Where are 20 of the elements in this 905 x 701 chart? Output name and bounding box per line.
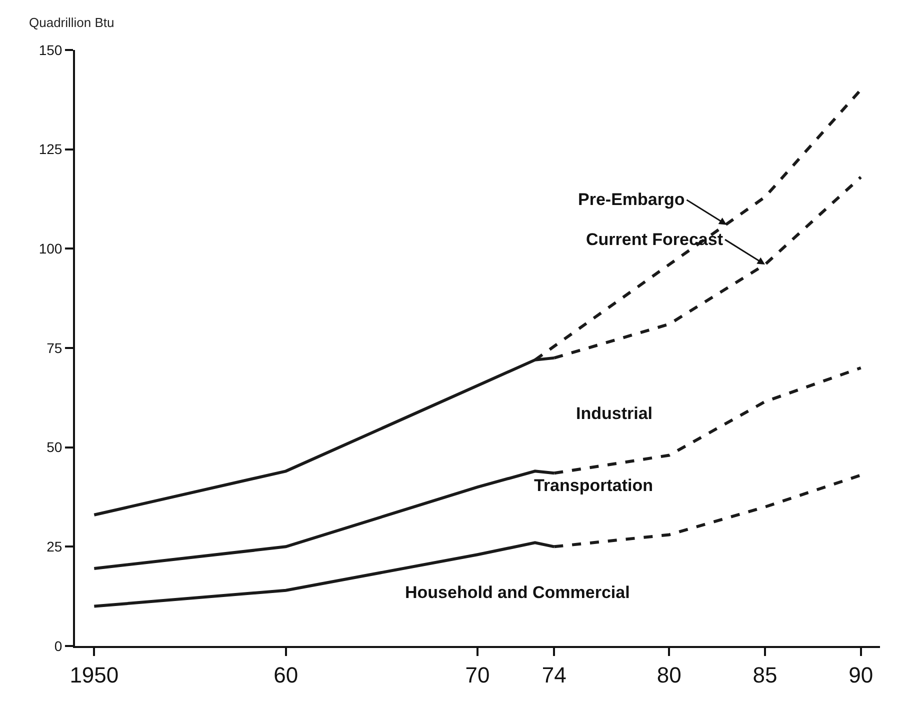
x-tick-label: 74 (542, 662, 566, 688)
annotation: Transportation (534, 476, 654, 495)
annotation: Household and Commercial (405, 583, 630, 602)
x-tick-label: 85 (752, 662, 778, 688)
x-tick-label: 60 (274, 662, 298, 688)
x-tick-label: 80 (656, 662, 682, 688)
y-tick-label: 100 (38, 240, 62, 257)
x-tick-label: 1950 (70, 662, 119, 688)
y-tick-label: 125 (38, 141, 62, 158)
y-tick-label: 0 (54, 638, 62, 654)
y-tick-label: 50 (46, 439, 62, 456)
x-tick-label: 70 (465, 662, 490, 688)
annotation: Pre-Embargo (578, 190, 685, 209)
x-tick-label: 90 (848, 662, 874, 688)
annotation: Industrial (576, 404, 653, 423)
y-tick-label: 75 (46, 340, 62, 356)
annotation: Current Forecast (586, 230, 724, 249)
y-tick-label: 150 (38, 42, 62, 58)
y-tick-label: 25 (46, 538, 62, 555)
y-axis-title: Quadrillion Btu (29, 15, 114, 30)
